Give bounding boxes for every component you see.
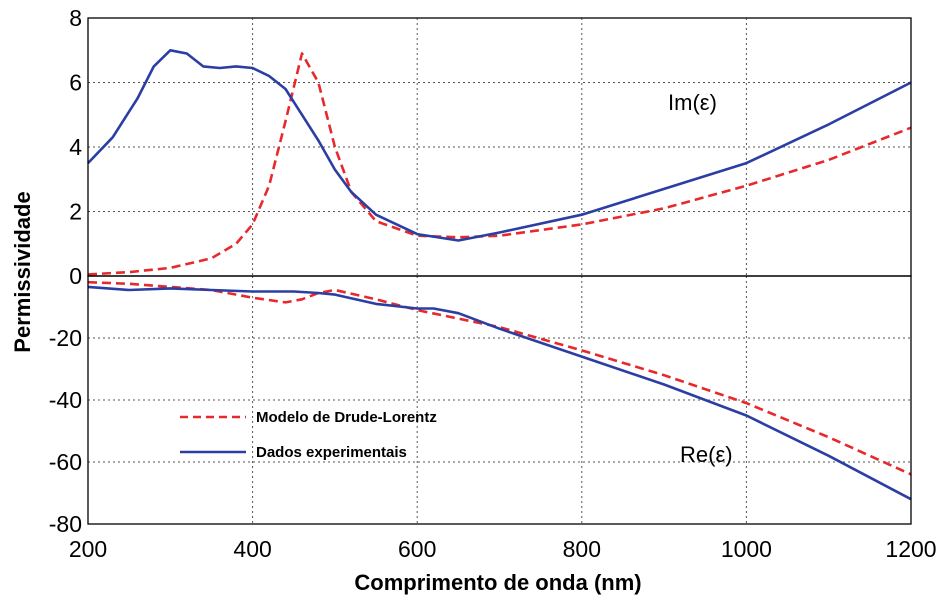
y-tick-label: 8 [69, 5, 82, 31]
series-lines [87, 49, 912, 501]
grid-lines [88, 18, 911, 524]
x-tick-label: 1000 [721, 536, 772, 562]
panel-label-real: Re(ε) [680, 442, 733, 467]
series-line-model [87, 280, 912, 476]
x-tick-label: 200 [69, 536, 107, 562]
x-tick-label: 400 [233, 536, 271, 562]
x-axis-label: Comprimento de onda (nm) [354, 570, 641, 595]
x-tick-label: 1200 [885, 536, 936, 562]
legend: Modelo de Drude-Lorentz Dados experiment… [180, 409, 437, 461]
y-tick-label: -60 [49, 449, 82, 475]
y-tick-label: 2 [69, 199, 82, 225]
y-tick-label: 6 [69, 70, 82, 96]
plot-frame [87, 275, 912, 525]
x-tick-label: 600 [398, 536, 436, 562]
y-tick-label: 0 [69, 263, 82, 289]
y-tick-label: -20 [49, 325, 82, 351]
plot-frames [87, 17, 912, 525]
y-tick-label: -40 [49, 387, 82, 413]
legend-label-experimental: Dados experimentais [256, 444, 407, 461]
series-line-model [87, 52, 912, 276]
x-tick-label: 800 [563, 536, 601, 562]
y-axis-label: Permissividade [10, 191, 35, 352]
series-line-experimental [87, 49, 912, 242]
y-tick-label: -80 [49, 511, 82, 537]
series-line-experimental [87, 285, 912, 501]
legend-label-model: Modelo de Drude-Lorentz [256, 409, 437, 426]
y-tick-label: 4 [69, 134, 82, 160]
panel-label-imaginary: Im(ε) [668, 90, 717, 115]
